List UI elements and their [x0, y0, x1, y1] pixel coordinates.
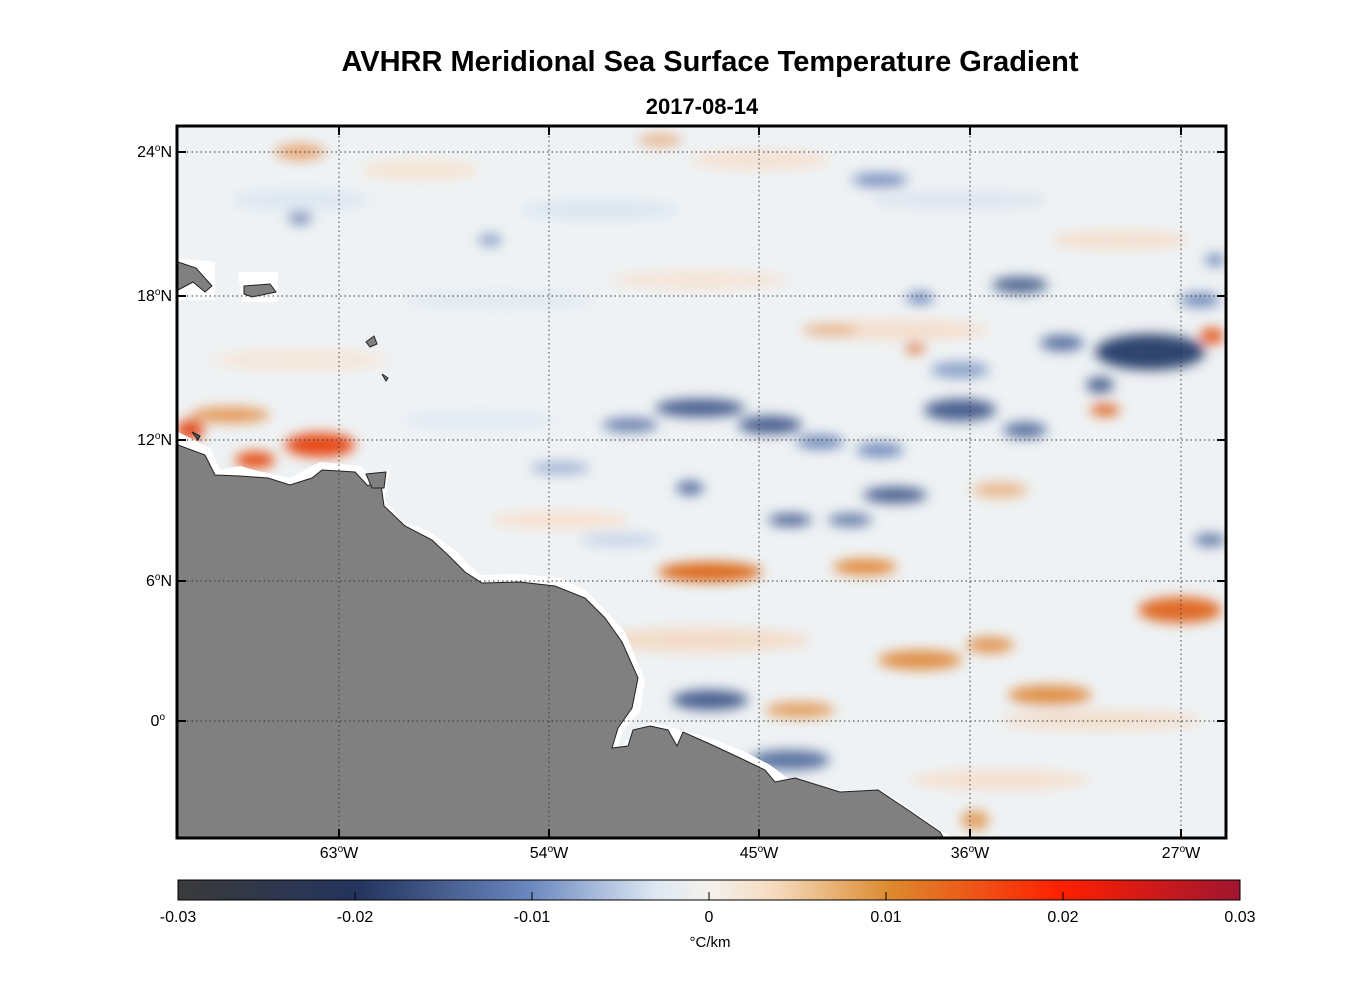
map-area [178, 127, 1225, 837]
lon-label-45w: 45oW [739, 844, 779, 863]
gradient-field [178, 134, 1225, 830]
colorbar-tick-label: 0 [704, 909, 714, 926]
chart-title: AVHRR Meridional Sea Surface Temperature… [341, 46, 1079, 78]
colorbar-unit-label: °C/km [689, 934, 731, 951]
lon-label-54w: 54oW [529, 844, 569, 863]
lat-label-18n: 18oN [137, 287, 172, 306]
island-trinidad [365, 471, 387, 489]
island-puerto-rico [243, 283, 277, 298]
colorbar-ticks [354, 892, 1064, 900]
colorbar-tick-label: 0.03 [1224, 909, 1256, 926]
island-guadeloupe [365, 335, 378, 348]
lat-label-12n: 12oN [137, 431, 172, 450]
colorbar-tick-label: -0.02 [336, 909, 374, 926]
lat-label-0: 0o [150, 712, 165, 731]
island-hispaniola [178, 261, 213, 293]
map-frame [175, 124, 1228, 840]
south-america-land [178, 444, 944, 837]
colorbar-tick-label: 0.01 [870, 909, 902, 926]
lon-label-27w: 27oW [1161, 844, 1201, 863]
colorbar-tick-label: -0.01 [513, 909, 551, 926]
colorbar-tick-label: -0.03 [159, 909, 197, 926]
graticule [178, 127, 1225, 837]
colorbar-tick-label: 0.02 [1047, 909, 1079, 926]
island-tobago [191, 431, 201, 441]
lon-label-36w: 36oW [950, 844, 990, 863]
chart-date: 2017-08-14 [645, 94, 759, 119]
lat-label-6n: 6oN [145, 572, 172, 591]
island-barbados [381, 373, 389, 382]
lat-label-24n: 24oN [137, 143, 172, 162]
lon-label-63w: 63oW [319, 844, 359, 863]
frame-ticks [178, 127, 1225, 837]
